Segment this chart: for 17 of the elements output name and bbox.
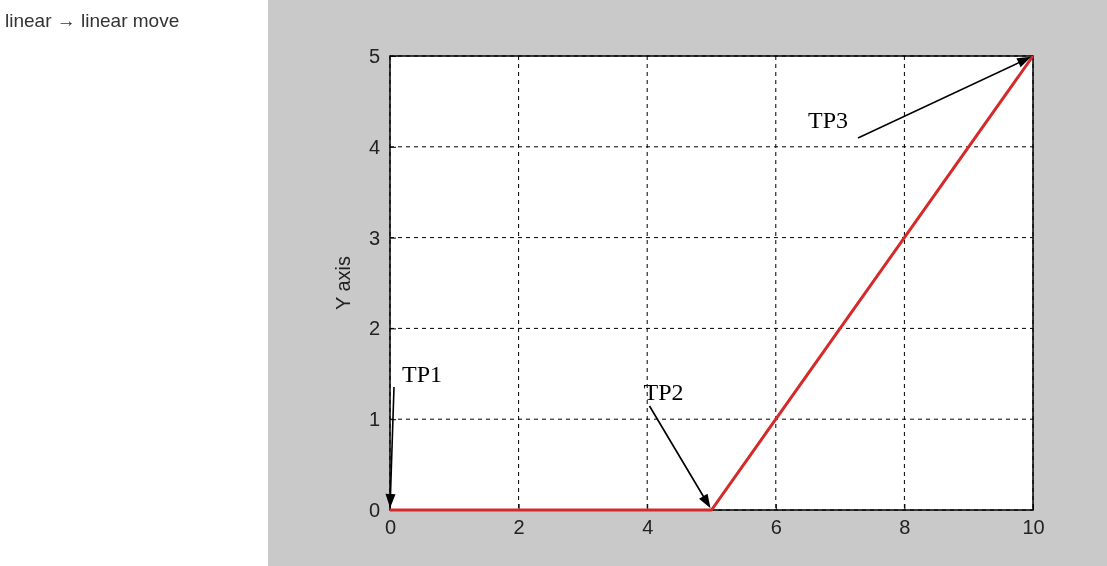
y-tick-label: 5 [368,44,380,67]
x-tick-label: 6 [770,516,782,539]
x-tick-label: 4 [642,516,654,539]
y-tick-label: 0 [368,498,380,521]
x-tick-label: 10 [1022,516,1045,539]
y-axis-title: Y axis [332,255,354,311]
text: linear → linear move [5,10,180,31]
annotation: TP1 [402,361,443,387]
y-tick-label: 2 [368,317,380,340]
annotation: TP3 [808,107,849,133]
x-tick-label: 0 [384,516,397,539]
y-tick-label: 3 [368,226,380,249]
y-tick-label: 1 [368,408,380,431]
y-tick-label: 4 [368,135,380,158]
x-tick-label: 2 [513,516,525,539]
x-tick-label: 8 [899,516,911,539]
annotation: TP2 [643,379,684,405]
